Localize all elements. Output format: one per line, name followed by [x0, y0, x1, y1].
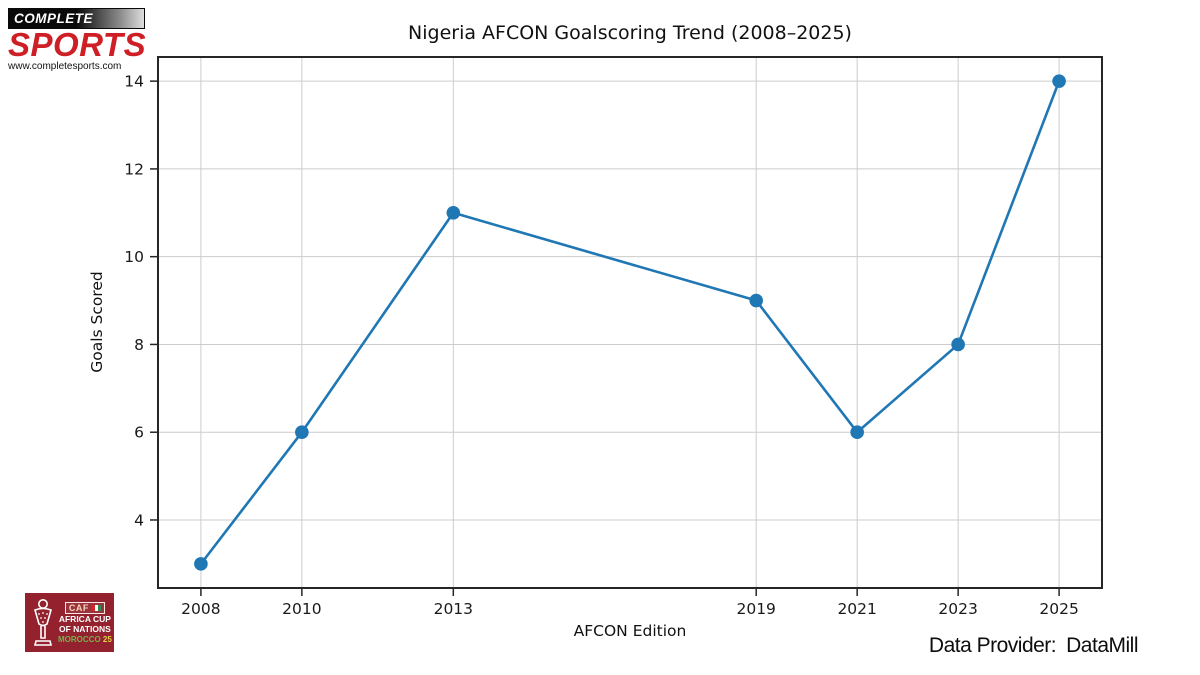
data-point-marker — [749, 293, 764, 308]
data-point-marker — [1052, 74, 1066, 88]
caf-label: CAF — [68, 602, 89, 613]
caf-line1: AFRICA CUP — [58, 613, 111, 624]
caf-logo-text: CAF AFRICA CUP OF NATIONS MOROCCO 25 — [58, 601, 112, 644]
trend-line — [199, 80, 1061, 565]
data-provider-label: Data Provider: — [928, 634, 1057, 657]
data-point-marker — [295, 425, 309, 440]
caf-morocco-label: MOROCCO — [58, 634, 101, 644]
morocco-flag-icon — [91, 604, 101, 611]
y-tick-label: 14 — [124, 73, 144, 91]
afcon-trophy-icon — [33, 598, 53, 646]
complete-sports-top-text: COMPLETE — [14, 11, 94, 26]
x-tick-label: 2025 — [1039, 600, 1078, 618]
data-point-marker — [850, 425, 864, 440]
plot-border — [157, 56, 1103, 589]
x-tick-label: 2010 — [282, 600, 321, 618]
data-point-marker — [446, 205, 461, 220]
x-tick-label: 2021 — [837, 600, 876, 618]
y-tick-label: 12 — [124, 160, 144, 178]
y-tick-label: 4 — [134, 511, 144, 529]
complete-sports-logo: COMPLETE SPORTS www.completesports.com — [8, 8, 168, 72]
complete-sports-url: www.completesports.com — [8, 61, 122, 72]
x-tick-label: 2013 — [434, 600, 473, 618]
caf-year-label: 25 — [102, 634, 112, 644]
y-tick-label: 8 — [134, 336, 144, 354]
data-point-marker — [194, 557, 208, 571]
x-tick-label: 2008 — [181, 600, 220, 618]
caf-morocco-line: MOROCCO 25 — [58, 635, 112, 644]
complete-sports-logo-bar: COMPLETE — [8, 8, 145, 29]
y-tick-label: 6 — [134, 424, 144, 442]
y-tick-label: 10 — [124, 248, 144, 266]
data-provider: Data Provider: DataMill — [928, 634, 1139, 658]
data-provider-value: DataMill — [1066, 634, 1138, 657]
x-tick-label: 2019 — [736, 600, 775, 618]
caf-afcon-logo: CAF AFRICA CUP OF NATIONS MOROCCO 25 — [25, 593, 114, 652]
complete-sports-main-text: SPORTS — [8, 26, 147, 63]
data-point-marker — [951, 337, 965, 352]
x-tick-label: 2023 — [938, 600, 977, 618]
x-axis-label: AFCON Edition — [573, 622, 687, 640]
caf-line2: OF NATIONS — [59, 623, 111, 634]
caf-wordmark: CAF — [64, 601, 105, 614]
chart-title: Nigeria AFCON Goalscoring Trend (2008–20… — [408, 22, 852, 44]
